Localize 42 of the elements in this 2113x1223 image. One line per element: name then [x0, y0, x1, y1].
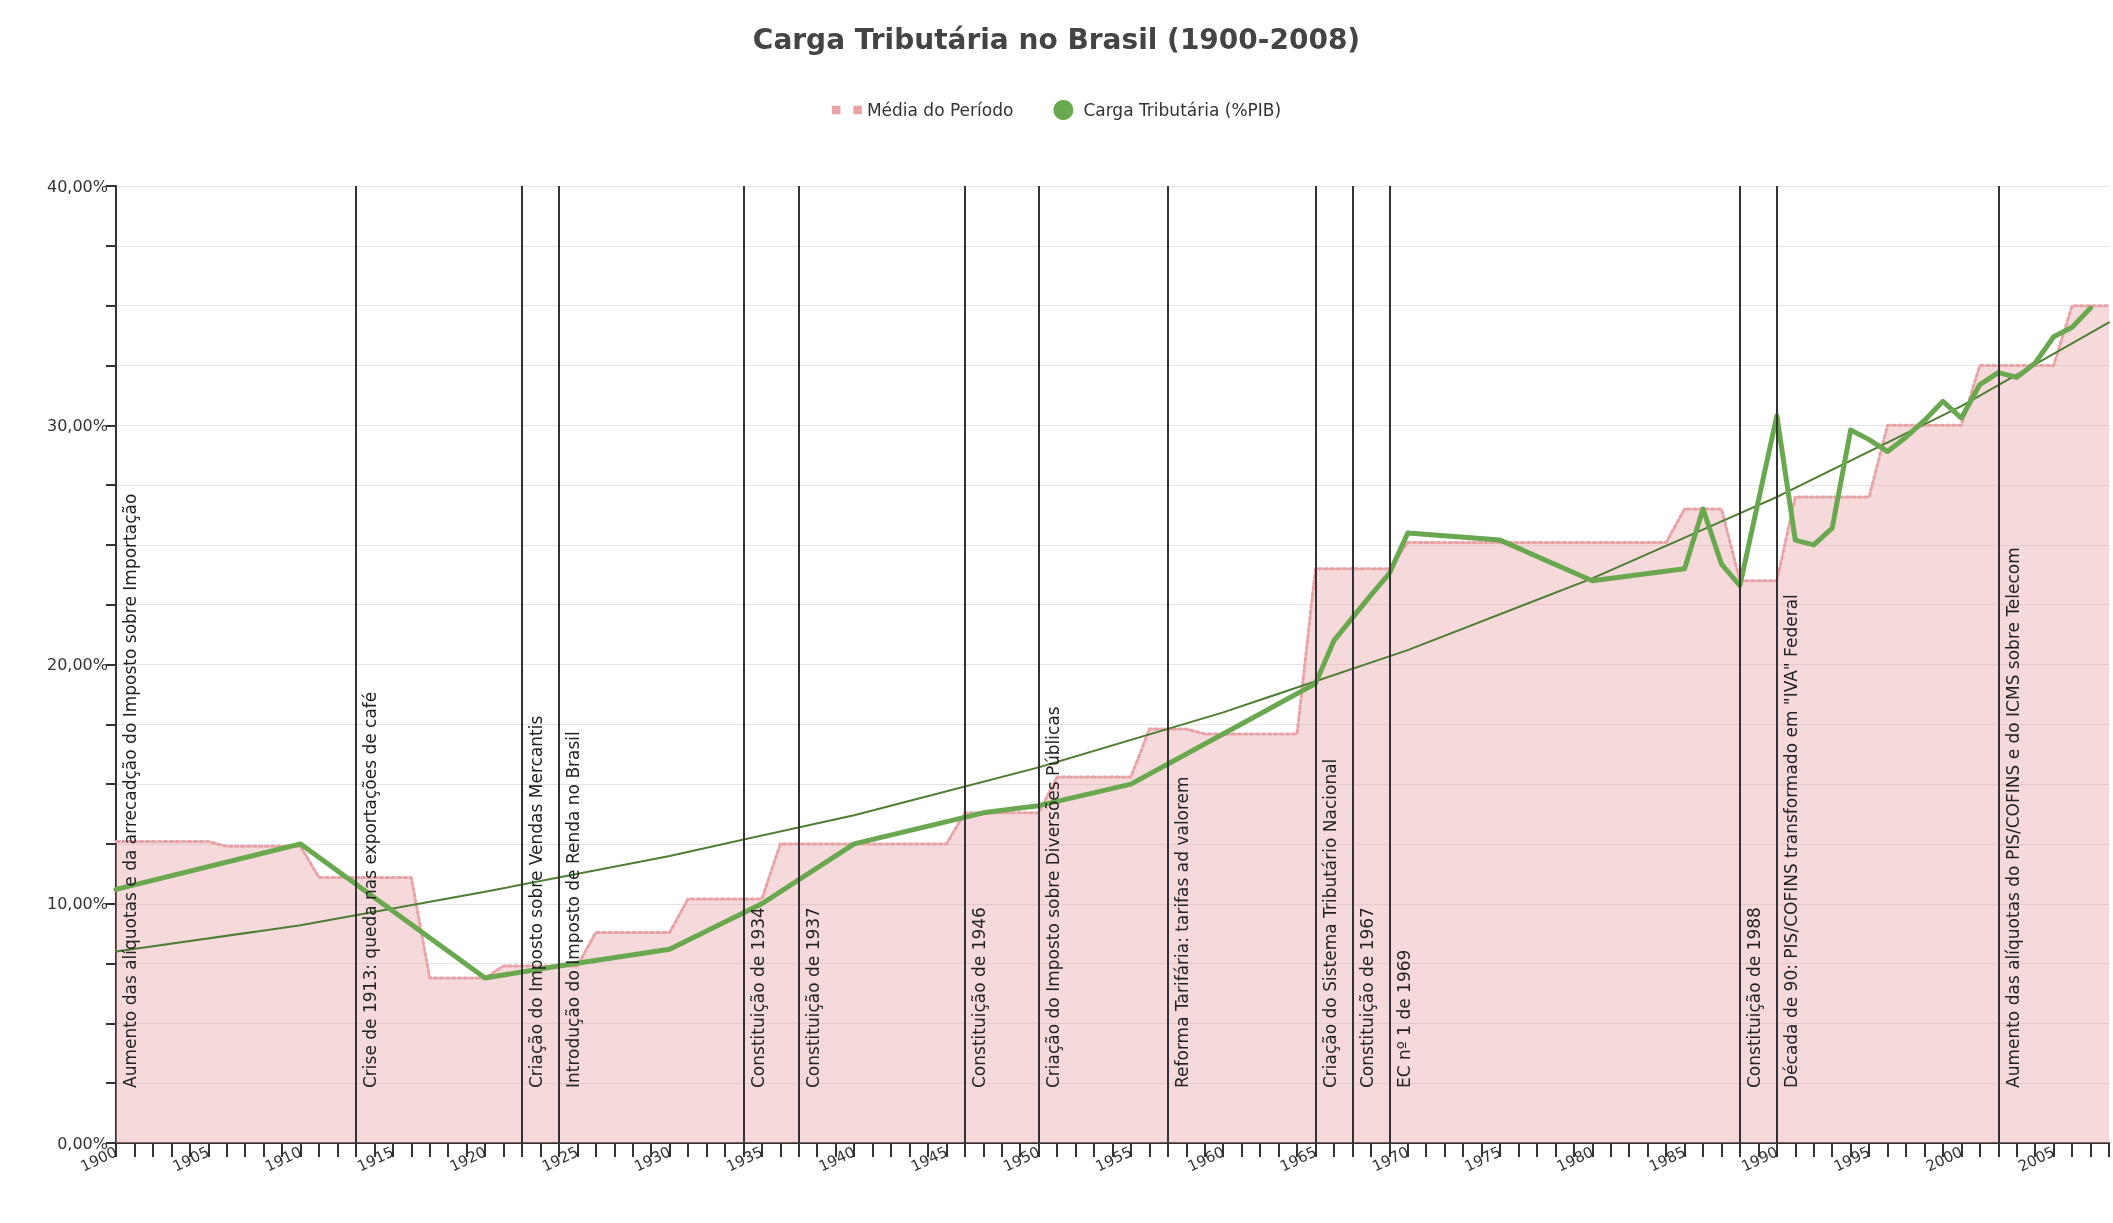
x-tick-label: 1935: [723, 1142, 766, 1176]
x-tick-label: 1990: [1738, 1142, 1781, 1176]
x-tick-label: 1925: [538, 1142, 582, 1176]
ref-line-label: Constituição de 1934: [747, 907, 768, 1088]
x-tick-label: 2000: [1923, 1142, 1966, 1176]
ref-line-label: Introdução do Imposto de Renda no Brasil: [563, 731, 584, 1088]
ref-line-label: Reforma Tarifária: tarifas ad valorem: [1172, 776, 1193, 1088]
ref-line-label: Constituição de 1946: [969, 907, 990, 1088]
ref-line-label: Aumento das alíquotas do PIS/COFINS e do ICMS sobre Telecom: [2002, 547, 2023, 1088]
ref-line-label: Constituição de 1937: [803, 907, 824, 1088]
x-tick-label: 1970: [1369, 1142, 1412, 1176]
y-tick-label: 30,00%: [46, 415, 108, 435]
y-tick-label: 10,00%: [46, 894, 108, 914]
x-tick-label: 1985: [1646, 1142, 1689, 1176]
x-tick-label: 1955: [1092, 1142, 1135, 1176]
y-tick-label: 40,00%: [46, 176, 108, 196]
x-tick-label: 1940: [815, 1142, 858, 1176]
ref-line-label: Década de 90: PIS/COFINS transformado em "IVA" Federal: [1781, 594, 1802, 1088]
x-tick-label: 1905: [169, 1142, 213, 1176]
x-tick-label: 1915: [354, 1142, 397, 1176]
x-tick-label: 1950: [1000, 1142, 1043, 1176]
y-tick-label: 20,00%: [46, 655, 108, 674]
x-tick-label: 1920: [446, 1142, 489, 1176]
ref-line-label: Criação do Sistema Tributário Nacional: [1319, 758, 1340, 1088]
ref-line-label: Constituição de 1967: [1356, 907, 1377, 1088]
x-tick-label: 1930: [631, 1142, 674, 1176]
legend-label: Carga Tributária (%PIB): [1083, 100, 1282, 120]
x-tick-label: 1945: [908, 1142, 951, 1176]
ref-line-label: Criação do Imposto sobre Vendas Mercantis: [526, 715, 547, 1088]
ref-line-label: Crise de 1913: queda nas exportações de café: [360, 691, 381, 1088]
x-tick-label: 2005: [2015, 1142, 2058, 1176]
ref-line-label: Constituição de 1988: [1744, 907, 1765, 1088]
annotation: Aumento das alíquotas e da arrecadção do Imposto sobre Importação: [119, 493, 140, 1088]
x-tick-label: 1965: [1277, 1142, 1320, 1176]
x-tick-label: 1910: [262, 1142, 305, 1176]
ref-line-label: Criação do Imposto sobre Diversões Públicas: [1043, 706, 1064, 1088]
x-tick-label: 1980: [1553, 1142, 1597, 1176]
ref-line-label: EC nº 1 de 1969: [1393, 949, 1414, 1088]
x-tick-label: 1995: [1830, 1142, 1873, 1176]
chart-title: Carga Tributária no Brasil (1900-2008): [752, 22, 1361, 56]
legend-label: Média do Período: [866, 100, 1014, 120]
x-tick-label: 1960: [1184, 1142, 1228, 1176]
